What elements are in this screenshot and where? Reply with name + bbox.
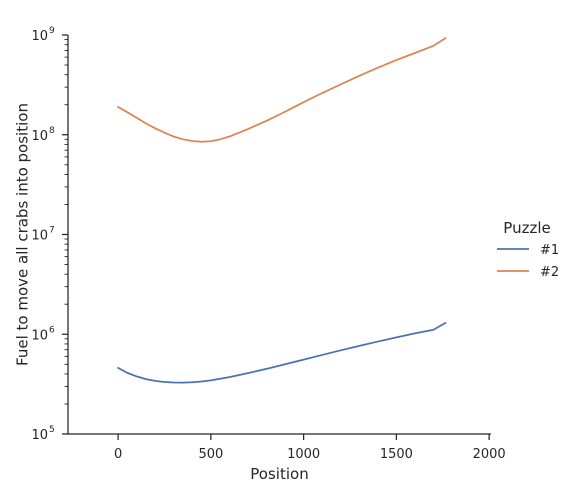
y-tick-label-exponent: 5 [49, 425, 55, 435]
series-group [117, 37, 447, 384]
y-tick-label: 10 [31, 29, 48, 44]
y-tick-label: 10 [31, 328, 48, 343]
legend-title: Puzzle [503, 219, 550, 237]
x-tick-label: 1500 [380, 447, 413, 462]
y-tick-label: 10 [31, 229, 48, 244]
x-tick-label: 1000 [287, 447, 320, 462]
y-tick-label-exponent: 8 [49, 126, 55, 136]
legend-items: #1#2 [497, 243, 559, 280]
y-tick-label: 10 [31, 428, 48, 443]
legend-label: #1 [540, 243, 559, 258]
y-tick-label-exponent: 7 [49, 226, 55, 236]
x-ticks: 0 500 1000 1500 2000 [114, 434, 506, 462]
y-axis-label: Fuel to move all crabs into position [13, 103, 31, 366]
legend-label: #2 [540, 265, 559, 280]
legend: Puzzle #1#2 [497, 219, 559, 280]
series-line-puzzle-1 [117, 322, 447, 384]
y-tick-label-exponent: 6 [49, 325, 55, 335]
y-tick-label: 10 [31, 129, 48, 144]
x-tick-label: 2000 [473, 447, 506, 462]
x-tick-label: 0 [114, 447, 122, 462]
y-tick-label-exponent: 9 [49, 26, 55, 36]
y-minor-ticks [64, 39, 68, 405]
x-tick-label: 500 [198, 447, 223, 462]
x-axis-label: Position [250, 465, 308, 483]
series-line-puzzle-2 [117, 37, 447, 143]
